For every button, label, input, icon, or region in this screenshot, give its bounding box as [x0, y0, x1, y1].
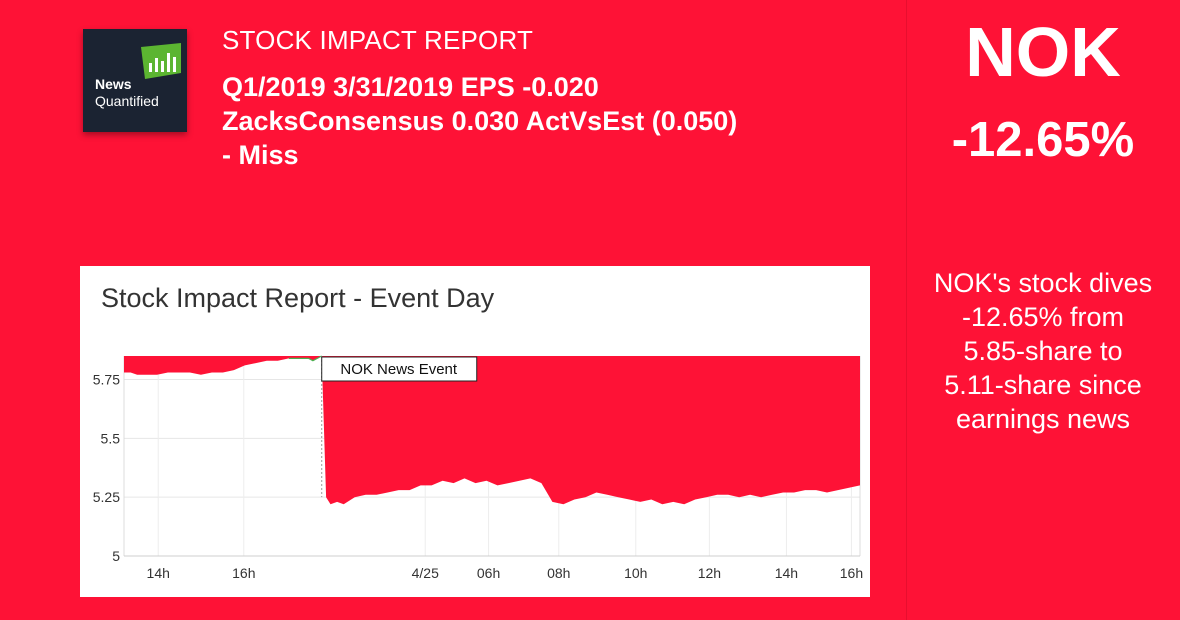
x-tick-label: 10h [624, 565, 647, 581]
event-label-box [321, 356, 478, 382]
chart-title: Stock Impact Report - Event Day [101, 283, 495, 313]
bar-chart-icon [141, 43, 181, 79]
report-label: STOCK IMPACT REPORT [222, 25, 534, 55]
chart-card: Stock Impact Report - Event Day 5 5.25 5.5… [80, 266, 870, 597]
news-quantified-logo: News Quantified [83, 29, 187, 132]
x-tick-label: 16h [232, 565, 255, 581]
event-label: NOK News Event [340, 361, 458, 378]
x-tick-label: 08h [547, 565, 570, 581]
x-tick-label: 14h [147, 565, 170, 581]
x-tick-label: 4/25 [412, 565, 439, 581]
x-tick-label: 16h [840, 565, 863, 581]
price-line [288, 355, 322, 362]
y-tick-label: 5 [112, 548, 120, 564]
logo-text-news: News [95, 76, 132, 92]
price-area [124, 356, 860, 505]
panel-divider [906, 0, 907, 620]
x-tick-label: 06h [477, 565, 500, 581]
x-tick-label: 12h [698, 565, 721, 581]
y-tick-label: 5.5 [101, 430, 121, 446]
price-chart: 5 5.25 5.5 5.75 14h 16h 4/25 06h 08h 10h 12h 14h 16h… [93, 355, 863, 581]
impact-summary: NOK's stock dives -12.65% from 5.85-shar… [933, 268, 1153, 434]
y-tick-label: 5.25 [93, 489, 120, 505]
earnings-headline: Q1/2019 3/31/2019 EPS -0.020 ZacksConsen… [222, 72, 738, 170]
logo-text-quantified: Quantified [95, 93, 159, 109]
ticker-symbol: NOK [965, 13, 1121, 91]
price-change: -12.65% [951, 113, 1135, 167]
y-tick-label: 5.75 [93, 372, 120, 388]
x-tick-label: 14h [775, 565, 798, 581]
